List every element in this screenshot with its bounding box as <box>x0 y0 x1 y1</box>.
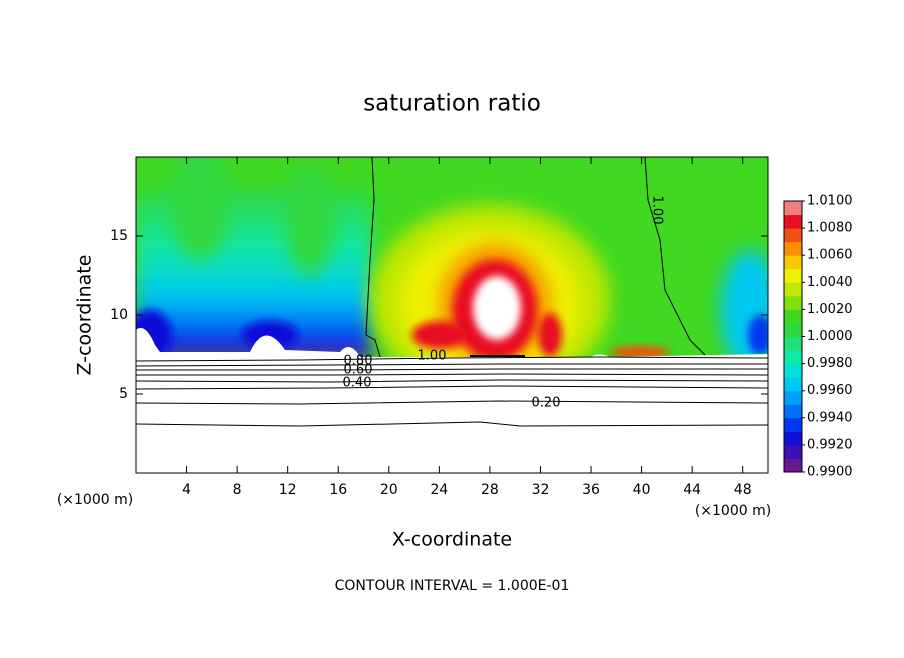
x-unit-label: (×1000 m) <box>57 492 133 508</box>
colorbar-tick-label: 1.0000 <box>807 329 853 344</box>
x-tick-label: 32 <box>532 482 550 498</box>
x-tick-label: 20 <box>380 482 398 498</box>
y-tick-label: 5 <box>119 386 128 402</box>
contour-label: 0.80 <box>344 354 373 369</box>
x-tick-label: 36 <box>582 482 600 498</box>
contour-label: 0.40 <box>343 376 372 391</box>
x-unit-label: (×1000 m) <box>695 503 771 519</box>
x-tick-label: 28 <box>481 482 499 498</box>
colorbar-tick-label: 0.9940 <box>807 410 853 425</box>
contour-label: 1.00 <box>650 196 665 225</box>
colorbar-swatch <box>784 377 802 392</box>
colorbar-tick-label: 0.9960 <box>807 383 853 398</box>
colorbar-swatch <box>784 336 802 351</box>
x-tick-label: 4 <box>182 482 191 498</box>
contour-label: 1.00 <box>418 349 447 364</box>
colorbar-tick-label: 0.9980 <box>807 356 853 371</box>
colorbar-tick-label: 1.0060 <box>807 248 853 263</box>
x-tick-label: 24 <box>430 482 448 498</box>
colorbar-swatch <box>784 350 802 365</box>
colorbar-swatch <box>784 390 802 405</box>
x-axis-label: X-coordinate <box>392 529 512 551</box>
x-tick-label: 44 <box>683 482 701 498</box>
colorbar-swatch <box>784 201 802 216</box>
footnote: CONTOUR INTERVAL = 1.000E-01 <box>335 578 570 594</box>
colorbar-tick-label: 0.9900 <box>807 465 853 480</box>
colorbar-swatch <box>784 404 802 419</box>
y-axis-label: Z-coordinate <box>74 255 96 376</box>
x-tick-label: 48 <box>734 482 752 498</box>
chart-title: saturation ratio <box>363 91 541 117</box>
y-tick-label: 15 <box>110 228 128 244</box>
colorbar-swatch <box>784 295 802 310</box>
colorbar-swatch <box>784 363 802 378</box>
colorbar-swatch <box>784 417 802 432</box>
contour-label: 0.20 <box>532 396 561 411</box>
y-tick-label: 10 <box>110 307 128 323</box>
colorbar-swatch <box>784 431 802 446</box>
contour-label: 0.60 <box>344 363 373 378</box>
colorbar-swatch <box>784 214 802 229</box>
x-tick-label: 16 <box>329 482 347 498</box>
colorbar-swatch <box>784 255 802 270</box>
colorbar-swatch <box>784 241 802 256</box>
colorbar-swatch <box>784 322 802 337</box>
colorbar-swatch <box>784 268 802 283</box>
colorbar-swatch <box>784 282 802 297</box>
colorbar-swatch <box>784 458 802 473</box>
colorbar-tick-label: 0.9920 <box>807 437 853 452</box>
colorbar-swatch <box>784 228 802 243</box>
x-tick-label: 40 <box>633 482 651 498</box>
colorbar-tick-label: 1.0040 <box>807 275 853 290</box>
x-tick-label: 12 <box>279 482 297 498</box>
colorbar-tick-label: 1.0080 <box>807 221 853 236</box>
colorbar-swatch <box>784 309 802 324</box>
colorbar-swatch <box>784 444 802 459</box>
x-tick-label: 8 <box>233 482 242 498</box>
field <box>136 157 768 473</box>
colorbar-tick-label: 1.0100 <box>807 194 853 209</box>
colorbar-tick-label: 1.0020 <box>807 302 853 317</box>
